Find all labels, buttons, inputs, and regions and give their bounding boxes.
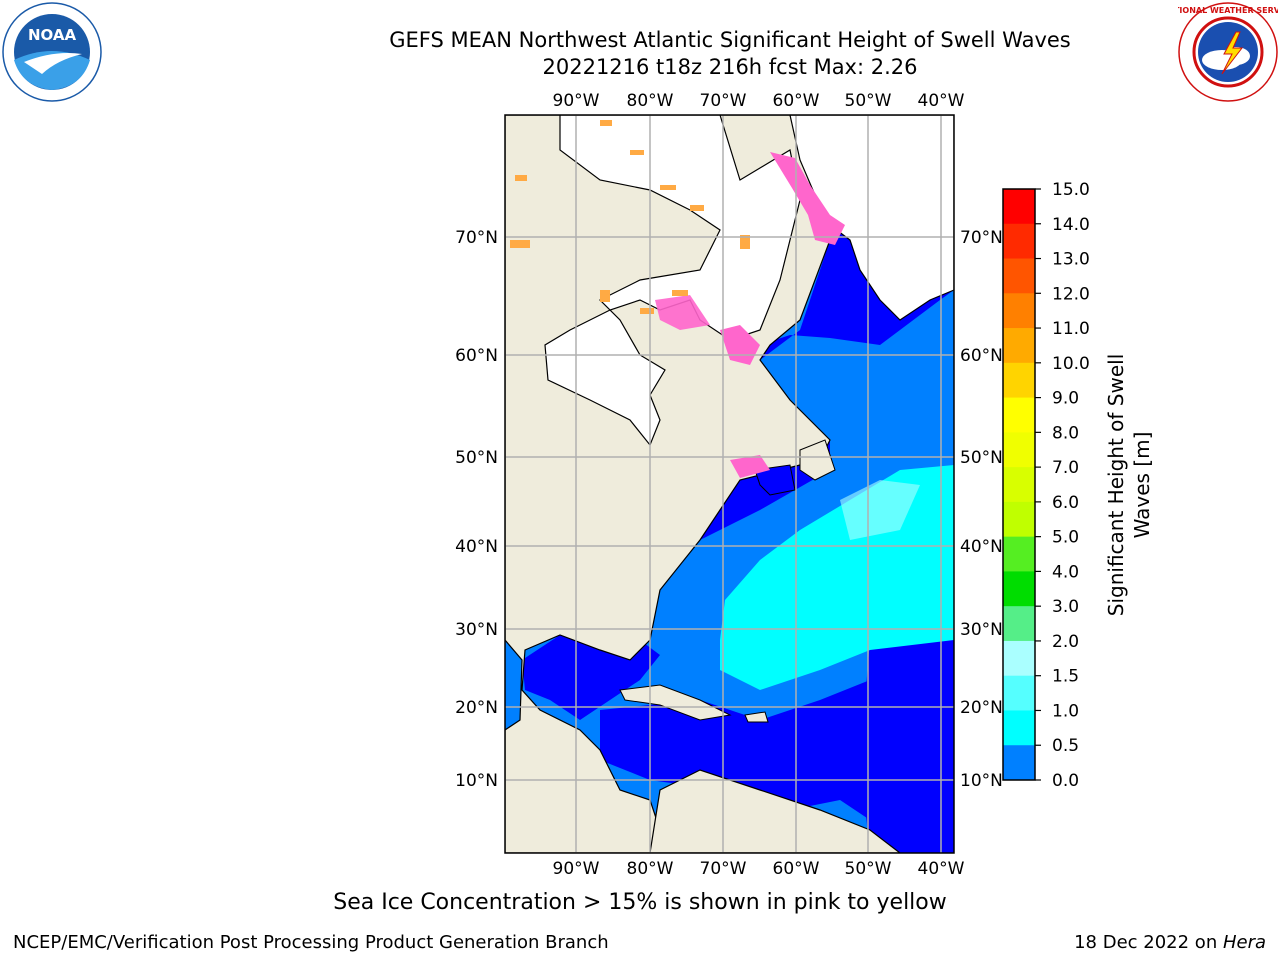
colorbar-tick-label: 15.0 — [1052, 180, 1090, 200]
colorbar-tick-label: 11.0 — [1052, 319, 1090, 339]
land-newfoundland — [799, 439, 836, 481]
footer-credit: NCEP/EMC/Verification Post Processing Pr… — [13, 932, 609, 953]
colorbar-tick-label: 2.0 — [1052, 632, 1079, 652]
lat-label: 20°N — [455, 698, 498, 718]
lat-label: 10°N — [960, 771, 1003, 791]
colorbar-segment — [1003, 223, 1035, 260]
colorbar-tick-label: 12.0 — [1052, 284, 1090, 304]
lat-label: 40°N — [960, 537, 1003, 557]
colorbar-segment — [1003, 675, 1035, 711]
ocean-low-caribbean — [600, 640, 954, 820]
colorbar-tick-label: 9.0 — [1052, 389, 1079, 409]
lon-label: 90°W — [553, 859, 600, 879]
land-ice-free-arctic — [544, 115, 801, 447]
colorbar-segment — [1003, 640, 1035, 677]
gulf-st-lawrence — [754, 464, 796, 496]
sea-ice-baffin — [770, 152, 845, 245]
lon-label: 60°W — [773, 859, 820, 879]
colorbar-tick-label: 3.0 — [1052, 597, 1079, 617]
lon-labels-top: 90°W 80°W 70°W 60°W 50°W 40°W — [553, 91, 965, 111]
lat-labels-left: 70°N 60°N 50°N 40°N 30°N 20°N 10°N — [455, 228, 498, 791]
chart-title: GEFS MEAN Northwest Atlantic Significant… — [389, 28, 1071, 52]
colorbar-label-line1: Significant Height of Swell — [1104, 354, 1128, 616]
chart-subtitle: 20221216 t18z 216h fcst Max: 2.26 — [542, 55, 918, 79]
lon-label: 90°W — [553, 91, 600, 111]
colorbar-segments — [1003, 189, 1035, 781]
colorbar-segment — [1003, 606, 1035, 642]
lat-label: 50°N — [960, 448, 1003, 468]
colorbar-frame — [1002, 188, 1036, 781]
colorbar-tick-label: 7.0 — [1052, 458, 1079, 478]
noaa-logo-text: NOAA — [28, 26, 77, 44]
colorbar-segment — [1003, 258, 1035, 294]
land-south-america — [649, 769, 901, 853]
lat-labels-right: 70°N 60°N 50°N 40°N 30°N 20°N 10°N — [960, 228, 1003, 791]
colorbar-tick-label: 4.0 — [1052, 562, 1079, 582]
lon-label: 40°W — [918, 859, 965, 879]
noaa-logo: NOAA — [2, 2, 102, 102]
sea-ice-foxe — [655, 295, 710, 330]
colorbar-tick-label: 8.0 — [1052, 423, 1079, 443]
colorbar-segment — [1003, 710, 1035, 746]
footer-host: Hera — [1222, 932, 1266, 953]
colorbar-tick-label: 14.0 — [1052, 215, 1090, 235]
lat-label: 70°N — [960, 228, 1003, 248]
sea-ice-caption: Sea Ice Concentration > 15% is shown in … — [333, 890, 947, 915]
colorbar-segment — [1003, 501, 1035, 538]
colorbar-tick-label: 10.0 — [1052, 354, 1090, 374]
nws-logo: NATIONAL WEATHER SERVICE — [1178, 2, 1278, 102]
colorbar-segment — [1003, 293, 1035, 329]
colorbar-tick-label: 1.0 — [1052, 701, 1079, 721]
colorbar-segment — [1003, 536, 1035, 572]
colorbar-segment — [1003, 189, 1035, 225]
colorbar-segment — [1003, 397, 1035, 433]
sea-ice-labrador — [730, 455, 770, 478]
colorbar-segment — [1003, 362, 1035, 399]
lat-label: 30°N — [960, 620, 1003, 640]
map-area — [505, 115, 954, 853]
lat-label: 60°N — [455, 346, 498, 366]
colorbar-tick-label: 0.0 — [1052, 771, 1079, 791]
nws-ring-text: NATIONAL WEATHER SERVICE — [1178, 6, 1278, 15]
colorbar-ticks: 15.0 14.0 13.0 12.0 11.0 10.0 9.0 8.0 7.0 6.0 5.0 4… — [1035, 180, 1090, 791]
lon-label: 60°W — [773, 91, 820, 111]
footer-date-prefix: 18 Dec 2022 on — [1074, 932, 1223, 953]
lon-label: 80°W — [627, 91, 674, 111]
lat-label: 50°N — [455, 448, 498, 468]
colorbar-tick-label: 1.5 — [1052, 667, 1079, 687]
lat-label: 70°N — [455, 228, 498, 248]
lat-label: 10°N — [455, 771, 498, 791]
lon-label: 70°W — [700, 859, 747, 879]
lon-label: 50°W — [845, 859, 892, 879]
colorbar-tick-label: 0.5 — [1052, 736, 1079, 756]
lon-label: 50°W — [845, 91, 892, 111]
colorbar-tick-label: 6.0 — [1052, 493, 1079, 513]
colorbar-tick-label: 13.0 — [1052, 250, 1090, 270]
colorbar-tick-label: 5.0 — [1052, 528, 1079, 548]
footer-date: 18 Dec 2022 on Hera — [1074, 932, 1266, 953]
lon-label: 70°W — [700, 91, 747, 111]
colorbar-segment — [1003, 328, 1035, 364]
sea-ice-fragments — [510, 120, 750, 314]
lat-label: 40°N — [455, 537, 498, 557]
colorbar-label-line2: Waves [m] — [1130, 432, 1154, 539]
lat-label: 20°N — [960, 698, 1003, 718]
graticule — [505, 115, 954, 853]
ocean-swell-peak — [840, 480, 920, 540]
land-hispaniola — [744, 711, 769, 723]
lon-label: 40°W — [918, 91, 965, 111]
colorbar-segment — [1003, 467, 1035, 503]
lon-label: 80°W — [627, 859, 674, 879]
colorbar-segment — [1003, 571, 1035, 607]
lon-labels-bottom: 90°W 80°W 70°W 60°W 50°W 40°W — [553, 859, 965, 879]
land-cuba — [619, 684, 732, 721]
map-frame — [504, 114, 955, 854]
colorbar-segment — [1003, 745, 1035, 781]
colorbar-segment — [1003, 432, 1035, 468]
lat-label: 30°N — [455, 620, 498, 640]
lat-label: 60°N — [960, 346, 1003, 366]
